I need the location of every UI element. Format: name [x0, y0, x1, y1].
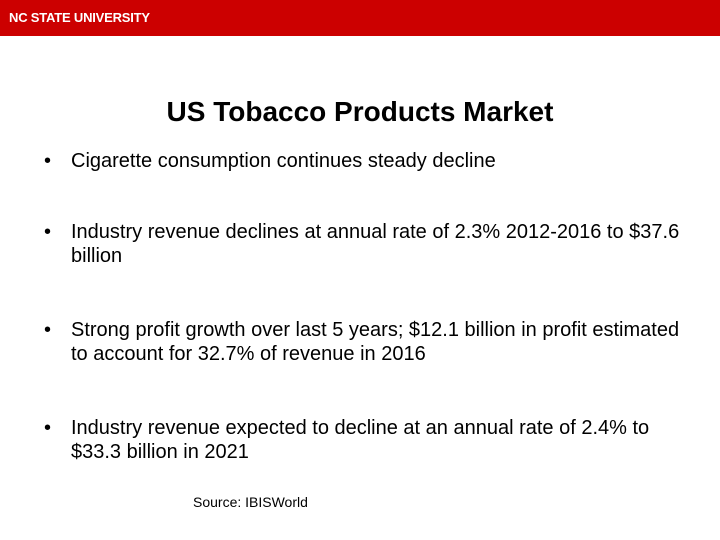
bullet-text: Industry revenue expected to decline at … [71, 417, 650, 463]
bullet-item: • Cigarette consumption continues steady… [44, 149, 684, 173]
bullet-dot: • [44, 221, 52, 243]
bullet-text: Cigarette consumption continues steady d… [71, 150, 496, 172]
bullet-text: Strong profit growth over last 5 years; … [71, 319, 680, 365]
bullet-item: • Strong profit growth over last 5 years… [44, 318, 684, 366]
slide-title: US Tobacco Products Market [166, 96, 554, 127]
bullet-item: • Industry revenue declines at annual ra… [44, 220, 684, 268]
bullet-dot: • [44, 417, 52, 439]
bullet-dot: • [44, 319, 52, 341]
bullet-text: Industry revenue declines at annual rate… [71, 221, 680, 267]
header-bar: NC STATE UNIVERSITY [0, 0, 720, 36]
source-note: Source: IBISWorld [193, 494, 308, 510]
bullet-dot: • [44, 150, 52, 172]
bullet-item: • Industry revenue expected to decline a… [44, 416, 684, 464]
university-logo: NC STATE UNIVERSITY [9, 10, 150, 25]
